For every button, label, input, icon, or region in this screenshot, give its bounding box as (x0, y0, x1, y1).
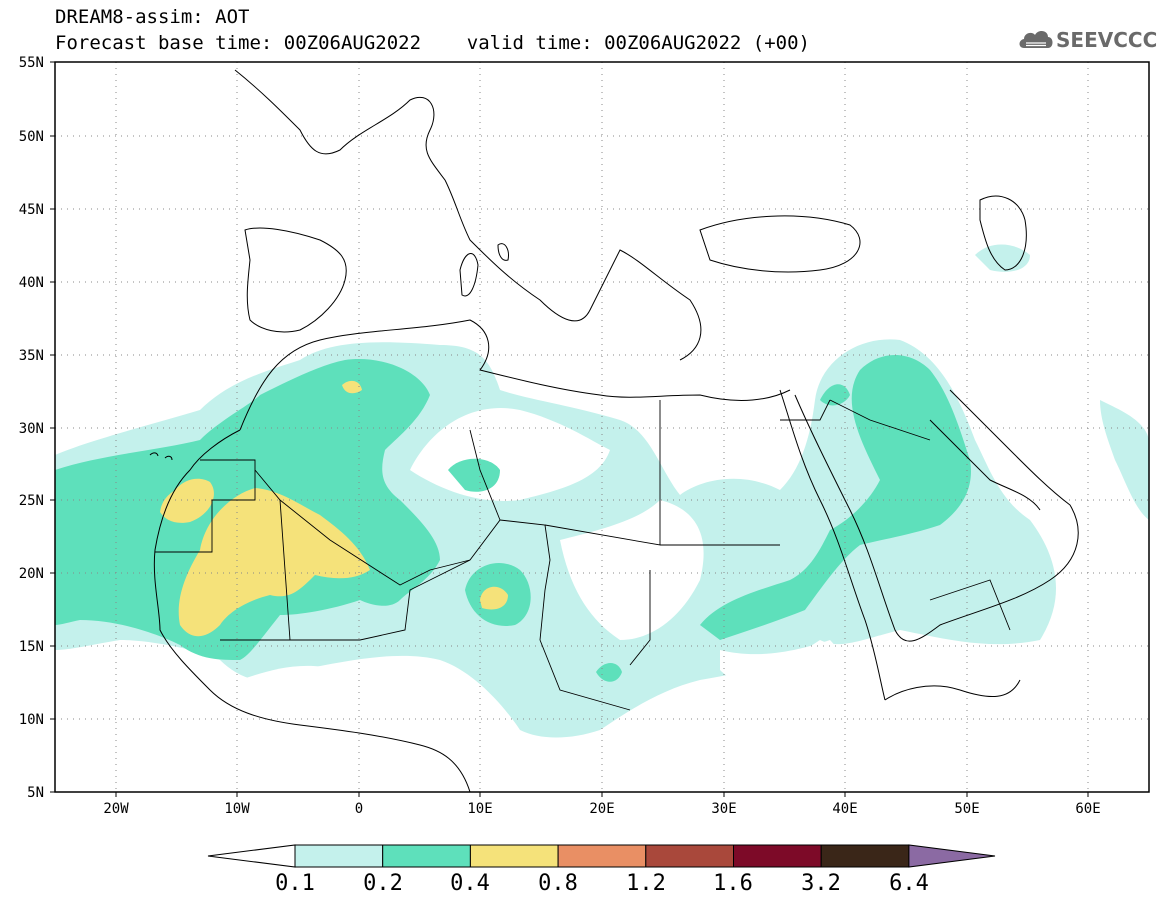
cloud-icon (1019, 31, 1053, 48)
gridlines (55, 62, 1149, 792)
lon-label: 10E (467, 801, 492, 817)
lat-label: 50N (19, 129, 44, 145)
colorbar-swatch (382, 844, 471, 868)
lon-label: 20W (103, 801, 129, 817)
lat-label: 10N (19, 712, 44, 728)
country-borders (155, 399, 1011, 711)
lon-label: 30E (711, 801, 736, 817)
aot-level-0.4 (160, 380, 508, 637)
colorbar-label: 3.2 (801, 871, 841, 896)
colorbar-swatch (733, 844, 822, 868)
lon-ticks (115, 792, 1089, 797)
colorbar-label: 0.4 (450, 871, 490, 896)
colorbar-label: 6.4 (889, 871, 929, 896)
coastlines (149, 69, 1079, 792)
colorbar-swatch (645, 844, 734, 868)
lon-label: 50E (954, 801, 979, 817)
colorbar-swatch (820, 844, 910, 868)
lat-label: 20N (19, 566, 44, 582)
colorbar-swatch (557, 844, 647, 868)
lat-ticks (50, 61, 55, 793)
colorbar-label: 0.2 (363, 871, 403, 896)
lon-label: 0 (355, 801, 363, 817)
colorbar-label: 1.6 (713, 871, 753, 896)
lat-label: 15N (19, 639, 44, 655)
lat-label: 30N (19, 421, 44, 437)
lat-label: 40N (19, 275, 44, 291)
colorbar-label: 0.1 (275, 871, 315, 896)
logo-text: SEEVCCC (1056, 28, 1158, 52)
lat-label: 55N (19, 55, 44, 71)
seevccc-logo: SEEVCCC (1016, 24, 1158, 56)
lon-label: 20E (589, 801, 614, 817)
colorbar-label: 1.2 (626, 871, 666, 896)
lat-label: 35N (19, 348, 44, 364)
colorbar-max-arrow (908, 844, 996, 868)
lat-label: 25N (19, 493, 44, 509)
forecast-time-line: Forecast base time: 00Z06AUG2022 valid t… (55, 32, 810, 54)
colorbar (207, 844, 996, 868)
lon-label: 40E (832, 801, 857, 817)
colorbar-swatch (294, 844, 384, 868)
lat-label: 45N (19, 202, 44, 218)
lon-label: 60E (1075, 801, 1100, 817)
colorbar-label: 0.8 (538, 871, 578, 896)
colorbar-swatch (469, 844, 559, 868)
colorbar-min-arrow (207, 844, 296, 868)
aot-shading (55, 244, 1149, 760)
lon-label: 10W (224, 801, 250, 817)
chart-title: DREAM8-assim: AOT (55, 6, 250, 28)
colorbar-labels: 0.1 0.2 0.4 0.8 1.2 1.6 3.2 6.4 (275, 871, 929, 896)
lat-label: 5N (27, 785, 44, 801)
